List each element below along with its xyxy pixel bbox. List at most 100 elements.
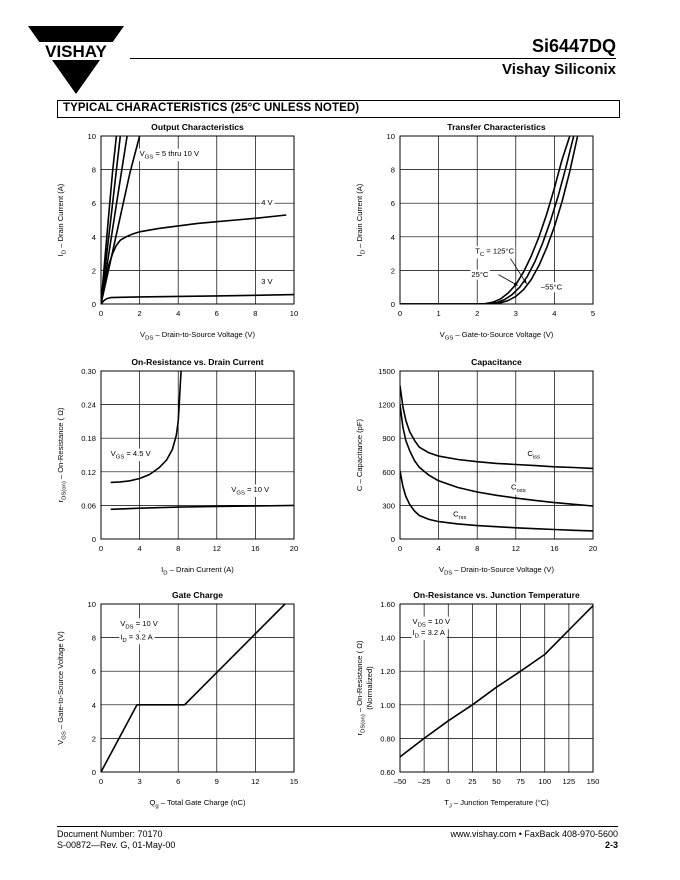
company-name: Vishay Siliconix — [502, 61, 616, 78]
x-tick-label: –50 — [394, 777, 407, 786]
plot-frame — [399, 603, 594, 773]
document-number: Document Number: 70170 — [57, 829, 163, 839]
x-axis-label-part: – Drain Current (A) — [168, 565, 235, 574]
x-tick-label: 16 — [251, 544, 259, 553]
x-axis-label-part: J — [449, 804, 452, 810]
x-axis-label-part: T — [444, 798, 449, 807]
plot-frame — [100, 370, 295, 540]
x-tick-label: 8 — [176, 544, 180, 553]
y-tick-label: 10 — [88, 600, 96, 609]
x-tick-label: 1 — [436, 309, 440, 318]
annotation-arrow — [498, 274, 518, 286]
x-tick-label: 50 — [492, 777, 500, 786]
y-axis-label-part: D — [361, 250, 367, 254]
plot-frame — [100, 603, 295, 773]
x-tick-label: 3 — [137, 777, 141, 786]
y-axis-label-part: r — [355, 732, 364, 735]
annotation-label-part: C — [453, 510, 459, 519]
x-axis-label-part: DS — [444, 571, 452, 577]
revision: S-00872—Rev. G, 01-May-00 — [57, 840, 176, 850]
chart-transfer: Transfer Characteristics 0 1 2 3 4 5 0 2 4 6 8 10 VGS… — [355, 122, 595, 342]
section-title: TYPICAL CHARACTERISTICS (25°C UNLESS NOT… — [63, 102, 360, 114]
x-tick-label: 12 — [512, 544, 520, 553]
y-tick-label: 10 — [88, 132, 96, 141]
x-tick-label: 10 — [290, 309, 298, 318]
y-axis-label-part: V — [56, 739, 65, 745]
x-tick-label: 25 — [468, 777, 476, 786]
annotation-arrow — [509, 257, 527, 285]
part-number: Si6447DQ — [531, 36, 616, 56]
x-axis-label: TJ – Junction Temperature (°C) — [444, 798, 549, 810]
annotation-bg — [509, 482, 527, 495]
annotation-bg — [119, 631, 155, 645]
x-axis-label: VDS – Drain-to-Source Voltage (V) — [439, 565, 554, 577]
y-tick-label: 1.20 — [380, 667, 395, 676]
annotation-label: Crss — [453, 510, 466, 522]
annotation-bg — [474, 246, 516, 259]
x-axis-label-part: – Drain-to-Source Voltage (V) — [153, 330, 255, 339]
annotation-label-part: GS — [116, 455, 125, 461]
annotation-label-part: V — [413, 617, 419, 626]
y-axis-label: rDS(on) – On-Resistance ( Ω) — [355, 640, 367, 735]
series-line-4 — [101, 214, 287, 304]
x-tick-label: 0 — [398, 309, 402, 318]
annotation-label-part: 4 V — [261, 198, 273, 207]
y-axis-label-part: I — [56, 254, 65, 256]
y-tick-label: 0 — [391, 535, 395, 544]
y-tick-label: 10 — [387, 132, 395, 141]
footer-left: Document Number: 70170 S-00872—Rev. G, 0… — [57, 829, 175, 851]
y-axis-label-part: – Drain Current (A) — [355, 183, 364, 250]
annotation-label-part: V — [111, 449, 117, 458]
annotation-label-part: rss — [459, 515, 467, 521]
annotation-label-part: = 3.2 A — [127, 632, 154, 641]
series-line-0 — [110, 371, 182, 484]
annotation-label: 3 V — [261, 277, 273, 286]
y-tick-label: 0.24 — [81, 401, 96, 410]
x-tick-label: 3 — [514, 309, 518, 318]
y-tick-label: 300 — [382, 501, 395, 510]
annotation-label-part: oss — [516, 488, 525, 494]
y-tick-label: 0.80 — [380, 734, 395, 743]
x-tick-label: 4 — [436, 544, 440, 553]
annotation-label-part: = 10 V — [134, 619, 159, 628]
annotation-label-part: C — [527, 449, 533, 458]
y-tick-label: 6 — [92, 667, 96, 676]
annotation-label-part: D — [122, 638, 126, 644]
annotation-label: TC = 125°C — [475, 247, 514, 259]
y-axis-label: ID – Drain Current (A) — [56, 183, 68, 256]
x-tick-label: 6 — [215, 309, 219, 318]
x-axis-label-part: V — [140, 330, 146, 339]
annotation-label-part: –55°C — [541, 283, 563, 292]
chart-title: Capacitance — [471, 357, 522, 367]
annotation-label: ID = 3.2 A — [413, 628, 446, 640]
y-tick-label: 1.60 — [380, 600, 395, 609]
y-tick-label: 0 — [92, 768, 96, 777]
x-tick-label: 0 — [99, 309, 103, 318]
footer-right: www.vishay.com • FaxBack 408-970-5600 2-… — [450, 829, 618, 851]
contact-info[interactable]: www.vishay.com • FaxBack 408-970-5600 — [450, 829, 618, 839]
series-line-1 — [101, 136, 122, 304]
x-tick-label: 2 — [475, 309, 479, 318]
y-tick-label: 2 — [391, 266, 395, 275]
x-axis-label-part: I — [161, 565, 163, 574]
annotation-label: –55°C — [541, 283, 563, 292]
y-axis-label-part: C – Capacitance (pF) — [355, 418, 364, 491]
x-axis-label: VDS – Drain-to-Source Voltage (V) — [140, 330, 255, 342]
series-line-1 — [110, 504, 294, 511]
annotation-label-part: DS — [125, 624, 133, 630]
y-axis-label: C – Capacitance (pF) — [355, 418, 364, 491]
annotation-bg — [470, 269, 490, 280]
annotation-label: VGS = 4.5 V — [111, 449, 152, 461]
series-line-3 — [101, 136, 141, 304]
annotation-label: VDS = 10 V — [413, 617, 452, 629]
annotation-label-part: GS — [145, 155, 154, 161]
y-tick-label: 6 — [92, 199, 96, 208]
y-tick-label: 2 — [92, 734, 96, 743]
y-tick-label: 4 — [391, 233, 395, 242]
y-axis-label: ID – Drain Current (A) — [355, 183, 367, 256]
x-axis-label-part: – Drain-to-Source Voltage (V) — [452, 565, 554, 574]
annotation-label-part: 3 V — [261, 277, 273, 286]
chart-title: On-Resistance vs. Drain Current — [131, 357, 263, 367]
